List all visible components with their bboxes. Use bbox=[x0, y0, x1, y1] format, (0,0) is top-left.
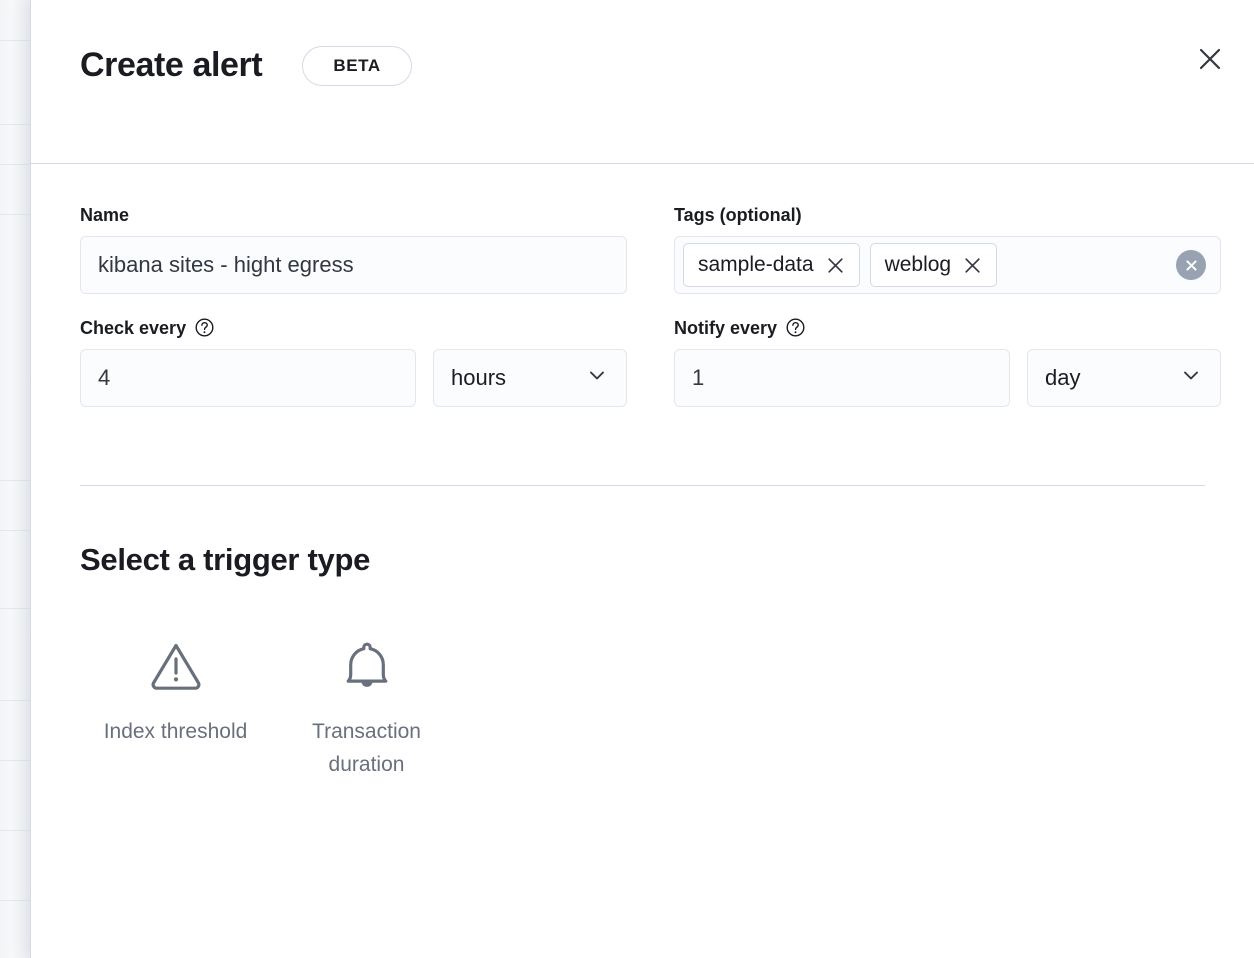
section-divider bbox=[80, 485, 1205, 486]
background-row-divider bbox=[0, 900, 30, 901]
tag-label: weblog bbox=[884, 253, 952, 276]
trigger-card-label: Transaction duration bbox=[312, 720, 421, 776]
background-row-divider bbox=[0, 40, 30, 41]
question-in-circle-icon[interactable] bbox=[195, 318, 214, 337]
notify-every-label: Notify every bbox=[674, 318, 1221, 337]
background-row-divider bbox=[0, 164, 30, 165]
tags-field-block: Tags (optional) sample-data weblog bbox=[674, 206, 1221, 294]
notify-every-field-block: Notify every day bbox=[674, 318, 1221, 407]
tag-pill[interactable]: weblog bbox=[869, 243, 998, 287]
tag-label: sample-data bbox=[698, 253, 814, 276]
flyout-body: Name Tags (optional) sample-data bbox=[31, 164, 1254, 781]
close-button[interactable] bbox=[1192, 42, 1228, 78]
trigger-card-list: Index threshold Transaction duration bbox=[80, 622, 1205, 781]
close-icon[interactable] bbox=[826, 256, 845, 275]
background-row-divider bbox=[0, 480, 30, 481]
name-label-text: Name bbox=[80, 205, 130, 225]
trigger-card-index-threshold[interactable]: Index threshold bbox=[80, 622, 271, 781]
background-row-divider bbox=[0, 760, 30, 761]
page-title: Create alert bbox=[80, 46, 263, 85]
check-every-value-input[interactable] bbox=[80, 349, 416, 407]
background-row-divider bbox=[0, 124, 30, 125]
tags-combobox[interactable]: sample-data weblog bbox=[674, 236, 1221, 294]
background-row-divider bbox=[0, 214, 30, 215]
notify-every-value-input[interactable] bbox=[674, 349, 1010, 407]
notify-every-unit-select[interactable]: day bbox=[1027, 349, 1221, 407]
tags-label: Tags (optional) bbox=[674, 206, 1221, 224]
flyout-title-row: Create alert BETA bbox=[80, 46, 412, 86]
alert-details-form: Name Tags (optional) sample-data bbox=[80, 164, 1221, 431]
name-label: Name bbox=[80, 206, 627, 224]
question-in-circle-icon[interactable] bbox=[786, 318, 805, 337]
notify-every-label-text: Notify every bbox=[674, 317, 778, 338]
name-input[interactable] bbox=[80, 236, 627, 294]
chevron-down-icon bbox=[1179, 363, 1203, 393]
check-every-unit-value: hours bbox=[451, 365, 507, 390]
trigger-section-heading: Select a trigger type bbox=[80, 542, 371, 577]
check-every-label: Check every bbox=[80, 318, 627, 337]
bell-icon bbox=[338, 636, 396, 694]
trigger-type-section: Select a trigger type Index threshold bbox=[80, 486, 1205, 781]
check-every-unit-select[interactable]: hours bbox=[433, 349, 627, 407]
check-every-field-block: Check every hours bbox=[80, 318, 627, 407]
notify-every-controls: day bbox=[674, 349, 1221, 407]
trigger-card-label: Index threshold bbox=[103, 720, 248, 743]
notify-every-unit-value: day bbox=[1045, 365, 1081, 390]
beta-badge: BETA bbox=[302, 46, 412, 86]
background-row-divider bbox=[0, 830, 30, 831]
close-icon bbox=[1197, 46, 1223, 75]
create-alert-flyout: Create alert BETA Name Tags (o bbox=[30, 0, 1254, 958]
name-field-block: Name bbox=[80, 206, 627, 294]
check-every-controls: hours bbox=[80, 349, 627, 407]
alert-triangle-icon bbox=[147, 636, 205, 694]
chevron-down-icon bbox=[585, 363, 609, 393]
clear-all-icon[interactable] bbox=[1176, 250, 1206, 280]
check-every-label-text: Check every bbox=[80, 317, 187, 338]
tag-pill[interactable]: sample-data bbox=[683, 243, 860, 287]
close-icon[interactable] bbox=[963, 256, 982, 275]
trigger-card-transaction-duration[interactable]: Transaction duration bbox=[271, 622, 462, 781]
flyout-header: Create alert BETA bbox=[31, 0, 1254, 164]
background-row-divider bbox=[0, 608, 30, 609]
background-page bbox=[0, 0, 30, 958]
background-row-divider bbox=[0, 530, 30, 531]
background-row-divider bbox=[0, 700, 30, 701]
tags-label-text: Tags (optional) bbox=[674, 205, 802, 225]
